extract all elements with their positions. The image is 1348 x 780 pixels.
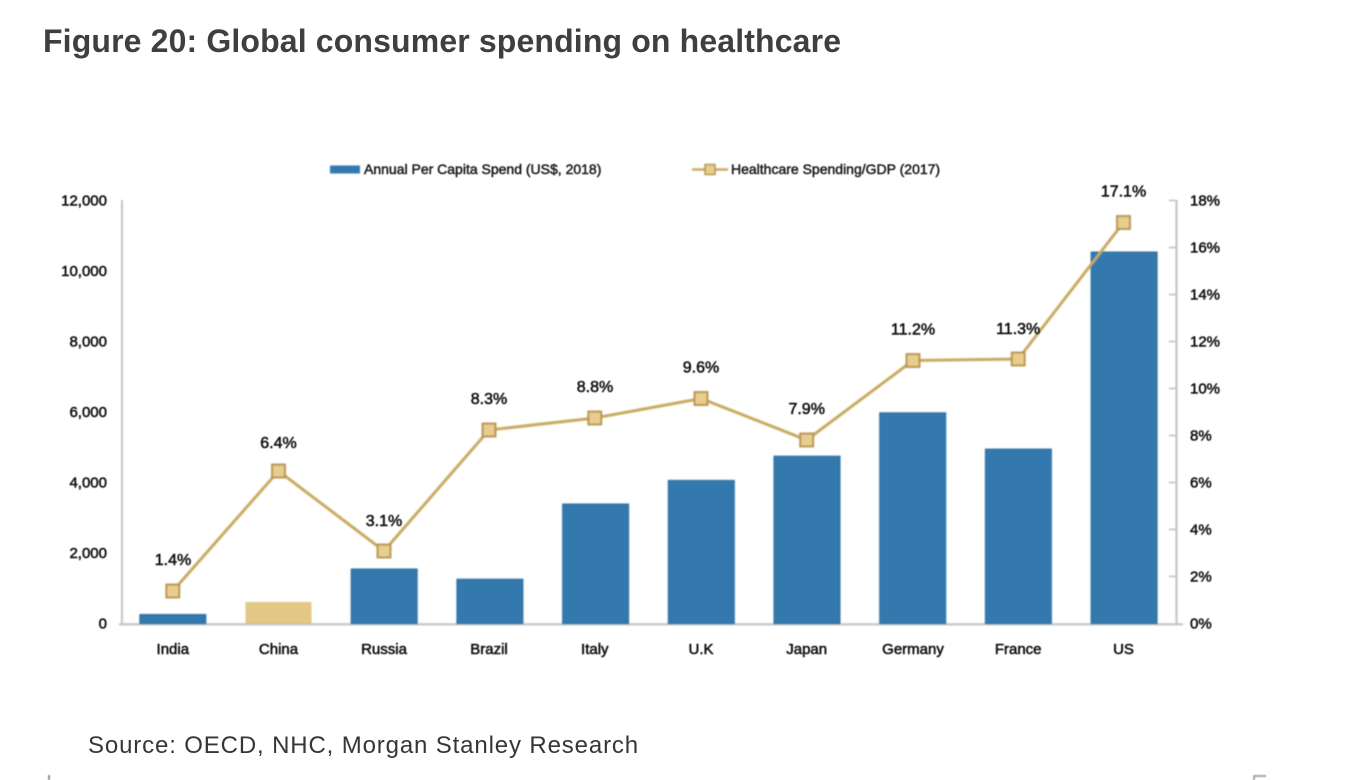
- svg-text:6.4%: 6.4%: [260, 435, 296, 452]
- svg-text:6%: 6%: [1190, 475, 1212, 492]
- svg-text:8.8%: 8.8%: [577, 379, 613, 396]
- svg-text:Annual Per Capita Spend (US$,: Annual Per Capita Spend (US$, 2018): [364, 161, 601, 177]
- svg-text:8%: 8%: [1190, 428, 1212, 445]
- svg-text:China: China: [259, 641, 299, 658]
- svg-text:17.1%: 17.1%: [1101, 184, 1146, 201]
- svg-text:0: 0: [99, 616, 107, 633]
- svg-text:11.3%: 11.3%: [996, 321, 1040, 338]
- svg-text:3.1%: 3.1%: [366, 513, 402, 530]
- svg-text:Germany: Germany: [882, 641, 944, 658]
- svg-text:12%: 12%: [1190, 334, 1220, 351]
- svg-text:Healthcare Spending/GDP (2017): Healthcare Spending/GDP (2017): [731, 161, 940, 177]
- svg-text:0%: 0%: [1190, 616, 1212, 633]
- svg-text:12,000: 12,000: [61, 193, 107, 210]
- svg-text:Russia: Russia: [361, 641, 408, 658]
- svg-text:2,000: 2,000: [69, 545, 107, 562]
- svg-text:18%: 18%: [1190, 193, 1220, 210]
- svg-text:6,000: 6,000: [69, 404, 107, 421]
- svg-text:4%: 4%: [1190, 522, 1212, 539]
- svg-text:10%: 10%: [1190, 381, 1220, 398]
- svg-text:8.3%: 8.3%: [471, 391, 507, 408]
- svg-text:9.6%: 9.6%: [683, 360, 719, 377]
- svg-text:10,000: 10,000: [61, 263, 107, 280]
- svg-text:France: France: [995, 641, 1042, 658]
- svg-text:11.2%: 11.2%: [891, 322, 935, 339]
- svg-text:U.K: U.K: [688, 641, 713, 658]
- svg-text:16%: 16%: [1190, 240, 1220, 257]
- svg-text:Italy: Italy: [581, 641, 609, 658]
- svg-text:1.4%: 1.4%: [155, 552, 191, 569]
- svg-text:7.9%: 7.9%: [788, 401, 824, 418]
- svg-text:2%: 2%: [1190, 569, 1212, 586]
- svg-text:4,000: 4,000: [69, 475, 107, 492]
- svg-text:8,000: 8,000: [69, 334, 107, 351]
- svg-text:India: India: [157, 641, 190, 658]
- svg-text:US: US: [1113, 641, 1134, 658]
- svg-text:Brazil: Brazil: [470, 641, 508, 658]
- svg-text:Japan: Japan: [786, 641, 827, 658]
- svg-text:14%: 14%: [1190, 287, 1220, 304]
